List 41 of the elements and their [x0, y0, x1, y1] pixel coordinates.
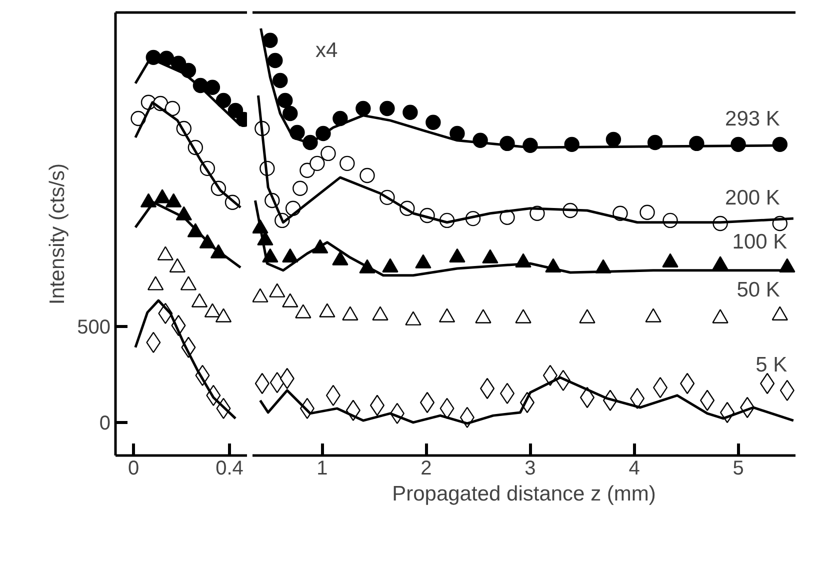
point: [216, 92, 232, 108]
y-tick-label: 500: [77, 316, 111, 338]
point: [426, 114, 441, 130]
y-axis-title: Intensity (cts/s): [46, 163, 70, 305]
series-label: 5 K: [756, 353, 788, 376]
point: [340, 156, 355, 172]
point: [360, 168, 375, 184]
point: [164, 100, 180, 116]
point: [420, 392, 435, 414]
point: [272, 72, 288, 88]
point: [204, 80, 220, 95]
x-tick-label: 4: [628, 458, 640, 480]
point: [300, 162, 315, 178]
x-tick-label: 3: [524, 458, 536, 480]
x-tick-label: 2: [420, 458, 432, 480]
point: [380, 100, 395, 116]
x-tick-label: 1: [316, 458, 328, 480]
x-tick-label: 0.4: [216, 458, 244, 480]
x-tick-label: 0: [128, 458, 140, 480]
point: [310, 156, 325, 172]
series-label: 293 K: [725, 107, 780, 130]
point: [262, 32, 278, 48]
series-label: 50 K: [736, 278, 780, 302]
point: [320, 146, 336, 162]
point: [356, 100, 371, 116]
point: [500, 382, 515, 404]
point: [580, 386, 595, 408]
x-axis-title: Propagated distance z (mm): [392, 482, 656, 506]
x-tick-label: 5: [732, 458, 744, 480]
point: [278, 92, 293, 108]
point: [282, 106, 298, 122]
point: [640, 204, 655, 220]
point: [606, 132, 622, 148]
series-label: 100 K: [732, 230, 788, 254]
point: [292, 180, 308, 196]
line-series: [134, 299, 237, 420]
point: [450, 126, 465, 142]
point: [402, 104, 418, 120]
annotation: x4: [316, 39, 338, 62]
point: [268, 52, 283, 68]
series-label: 200 K: [725, 186, 780, 210]
